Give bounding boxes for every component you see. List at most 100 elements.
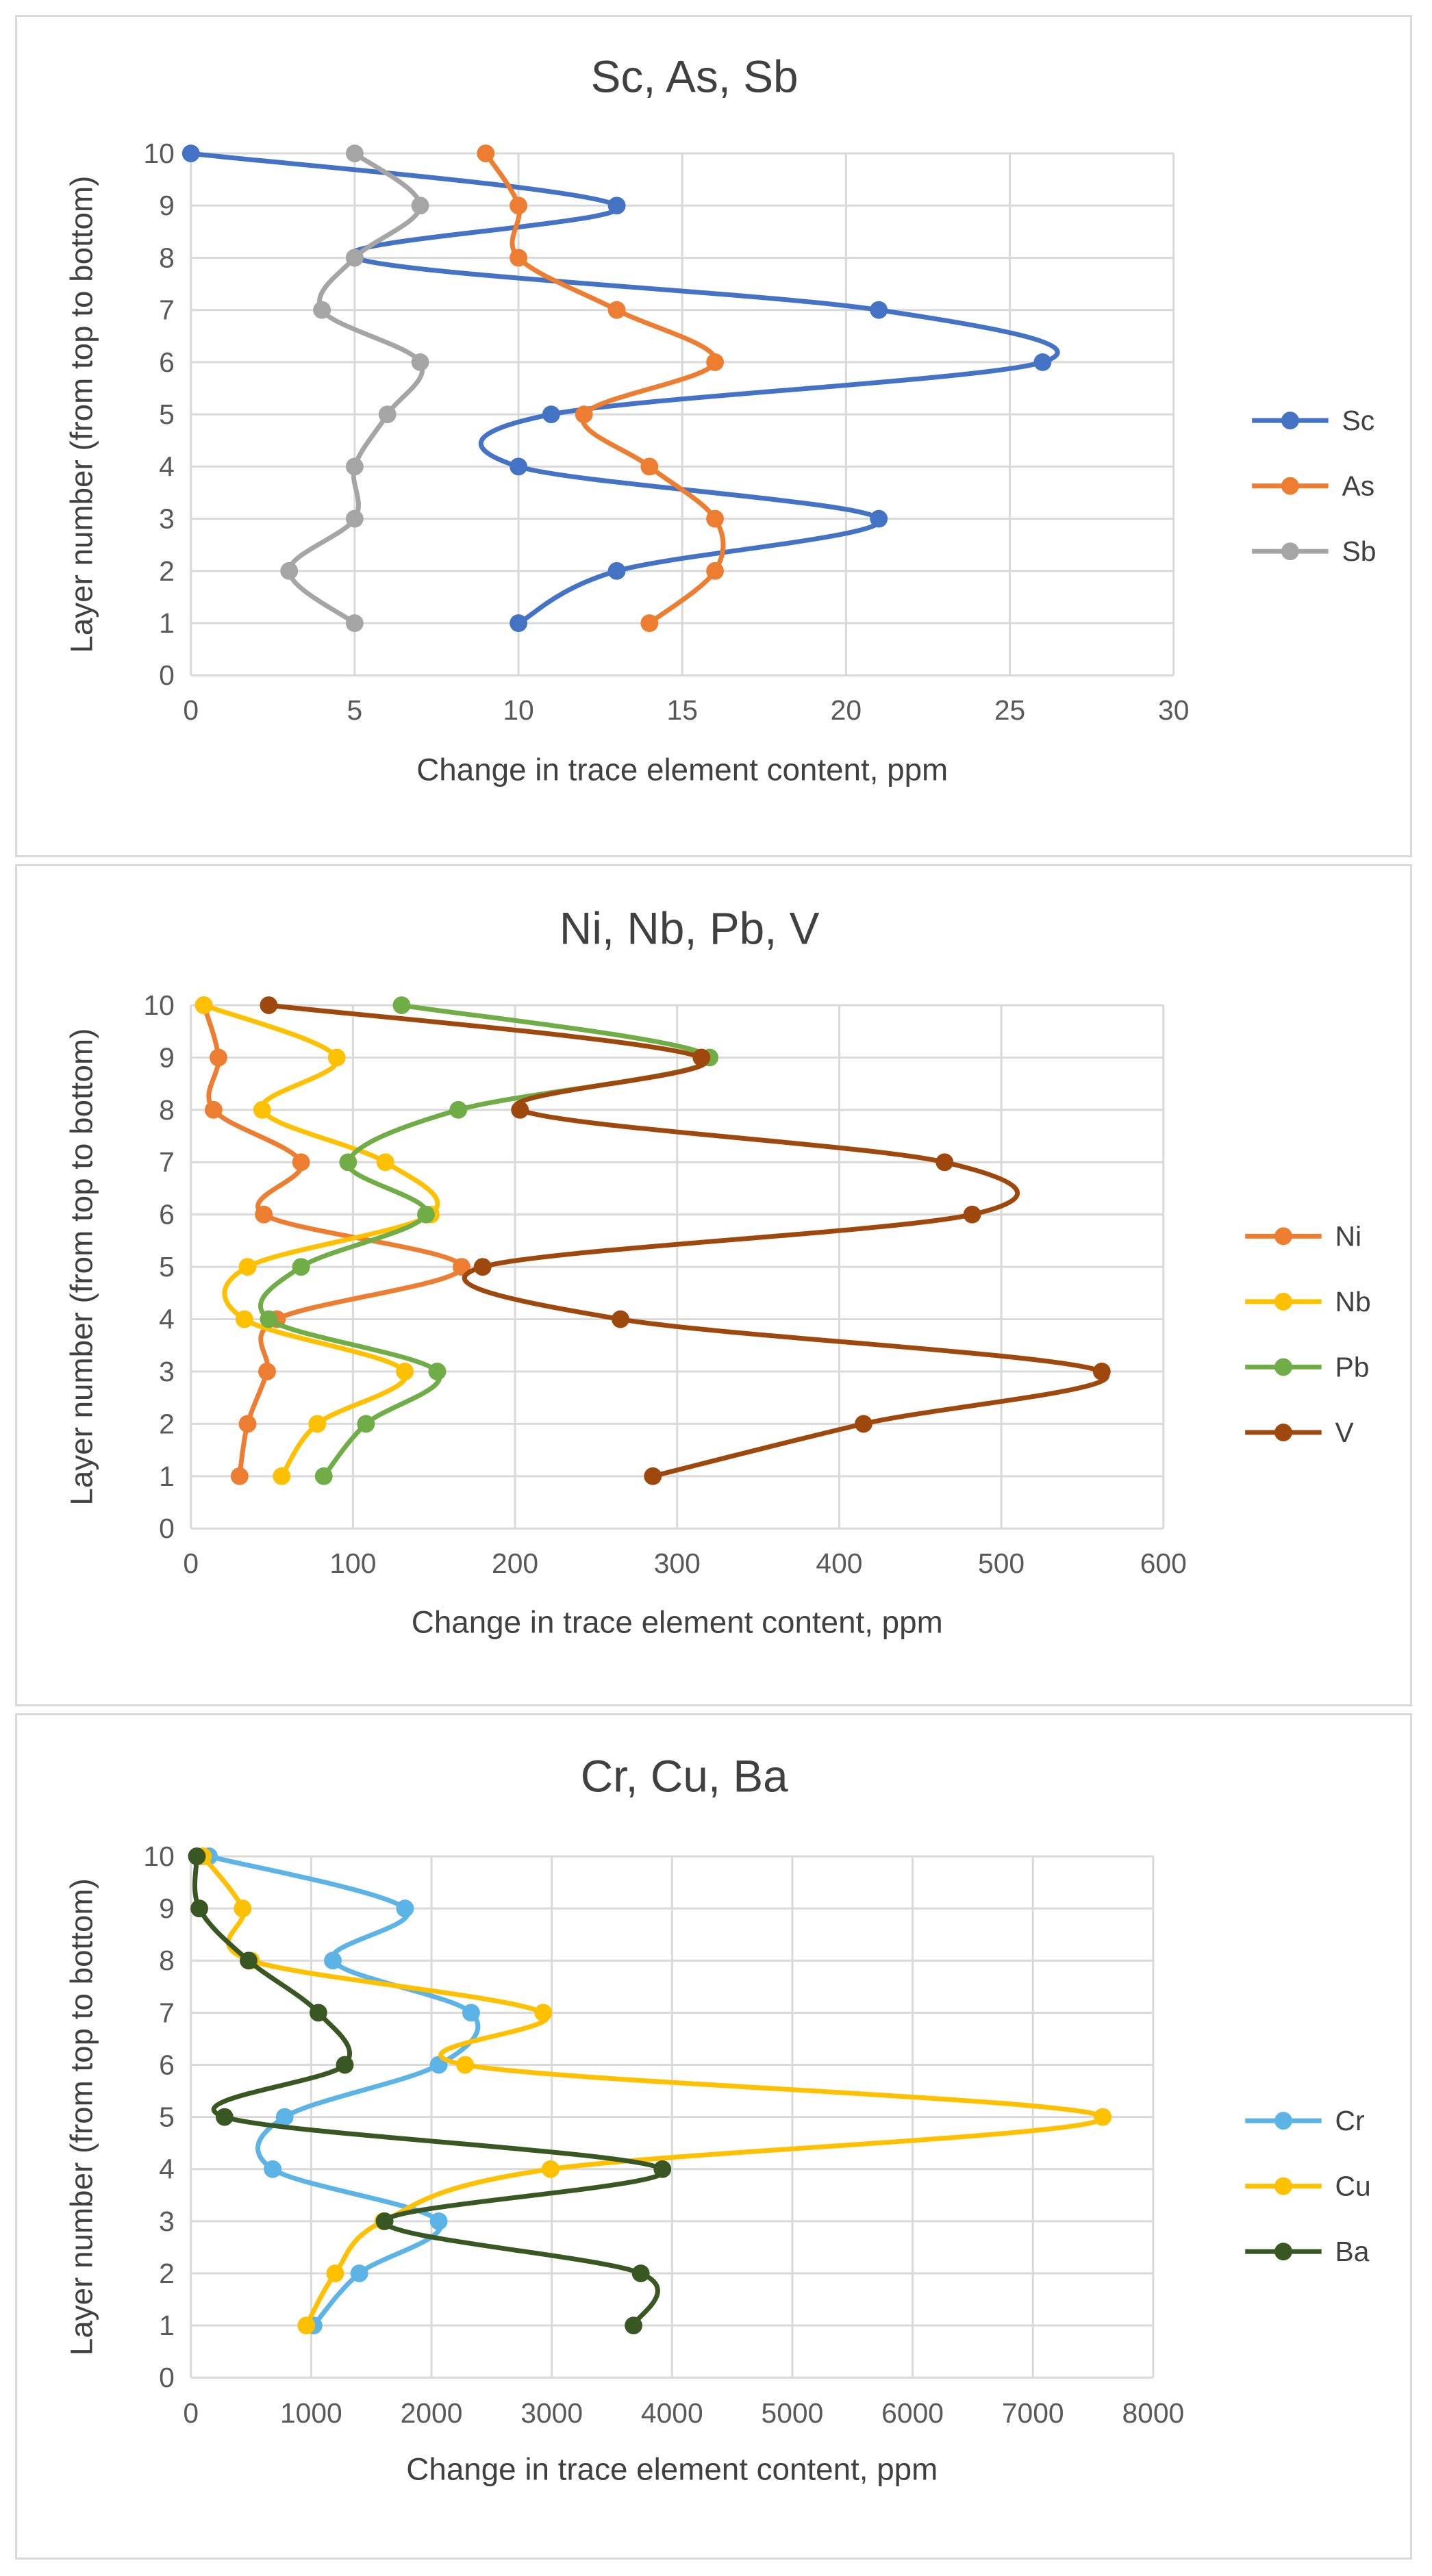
data-point xyxy=(339,1153,357,1172)
legend-label: Pb xyxy=(1335,1351,1370,1382)
x-tick-label: 5 xyxy=(347,694,363,726)
y-tick-label: 4 xyxy=(159,451,175,482)
data-point xyxy=(235,1310,253,1328)
data-point xyxy=(230,1467,249,1485)
data-point xyxy=(188,1847,206,1865)
legend-swatch-marker xyxy=(1274,2243,1292,2261)
data-point xyxy=(449,1100,468,1119)
data-point xyxy=(308,1415,327,1433)
series-cr xyxy=(200,1847,481,2335)
y-tick-label: 9 xyxy=(159,1041,175,1073)
series-line xyxy=(483,151,726,626)
data-point xyxy=(392,996,411,1014)
series-line xyxy=(201,1002,440,1479)
x-tick-label: 600 xyxy=(1140,1548,1187,1579)
y-tick-label: 10 xyxy=(143,138,174,169)
x-axis-title: Change in trace element content, ppm xyxy=(412,1605,943,1640)
data-point xyxy=(417,1205,435,1224)
data-point xyxy=(935,1153,954,1172)
y-tick-label: 7 xyxy=(159,1146,175,1178)
y-tick-label: 10 xyxy=(143,989,174,1021)
gridlines xyxy=(190,1004,1165,1530)
data-point xyxy=(345,614,364,632)
data-point xyxy=(345,144,364,162)
legend-item-as: As xyxy=(1252,470,1374,502)
data-point xyxy=(1094,2108,1112,2126)
x-tick-label: 6000 xyxy=(881,2397,944,2429)
x-tick-label: 0 xyxy=(183,2397,199,2429)
data-point xyxy=(511,1100,529,1119)
series-line xyxy=(206,1854,481,2328)
data-point xyxy=(854,1415,872,1433)
legend-item-nb: Nb xyxy=(1245,1286,1371,1317)
data-point xyxy=(260,996,278,1014)
data-point xyxy=(181,144,200,162)
y-tick-label: 5 xyxy=(159,399,175,430)
data-point xyxy=(190,1899,208,1918)
data-point xyxy=(292,1258,310,1276)
legend-item-pb: Pb xyxy=(1245,1351,1369,1382)
x-tick-label: 0 xyxy=(183,694,199,726)
chart-svg: Sc, As, Sb 0 1 2 3 4 5 6 7 8 9 10 0 5 10 15 20 25 30 Change… xyxy=(64,51,1376,787)
data-point xyxy=(396,1899,414,1918)
y-tick-label: 9 xyxy=(159,1893,175,1924)
y-tick-label: 3 xyxy=(159,1356,175,1387)
series-line xyxy=(192,1854,667,2328)
legend-item-cu: Cu xyxy=(1245,2171,1371,2202)
legend-label: V xyxy=(1335,1417,1355,1448)
x-tick-label: 0 xyxy=(183,1548,199,1579)
y-tick-label: 1 xyxy=(159,1461,175,1492)
y-tick-label: 3 xyxy=(159,2206,175,2237)
data-point xyxy=(963,1205,981,1224)
data-point xyxy=(375,2212,394,2230)
y-tick-label: 6 xyxy=(159,346,175,378)
data-point xyxy=(350,2264,368,2282)
series-line xyxy=(286,151,425,626)
data-point xyxy=(1092,1363,1111,1380)
legend-label: Sb xyxy=(1342,535,1377,567)
x-tick-label: 2000 xyxy=(401,2397,463,2429)
data-point xyxy=(204,1100,223,1119)
legend-item-sb: Sb xyxy=(1252,535,1376,567)
data-point xyxy=(625,2316,643,2335)
data-point xyxy=(870,301,888,319)
y-tick-label: 5 xyxy=(159,1251,175,1283)
y-tick-label: 1 xyxy=(159,607,175,639)
data-point xyxy=(411,197,429,215)
data-point xyxy=(706,509,725,528)
legend-swatch-marker xyxy=(1274,1358,1292,1376)
x-tick-label: 7000 xyxy=(1002,2397,1064,2429)
data-point xyxy=(309,2004,327,2022)
x-tick-label: 4000 xyxy=(641,2397,703,2429)
data-point xyxy=(607,197,626,215)
legend-label: As xyxy=(1342,470,1375,502)
data-point xyxy=(345,509,364,528)
chart-panel-ni-nb-pb-v: Ni, Nb, Pb, V 0 1 2 3 4 5 6 7 8 9 10 0 100 200 300 400 50… xyxy=(15,864,1412,1706)
x-tick-label: 25 xyxy=(994,694,1025,726)
y-tick-label: 8 xyxy=(159,242,175,273)
gridlines xyxy=(190,152,1175,677)
x-tick-label: 200 xyxy=(492,1548,538,1579)
y-tick-label: 0 xyxy=(159,2362,175,2393)
data-point xyxy=(462,2004,480,2022)
data-point xyxy=(640,457,659,476)
y-axis-title: Layer number (from top to bottom) xyxy=(64,1028,99,1506)
data-point xyxy=(644,1467,662,1485)
y-tick-label: 2 xyxy=(159,2258,175,2289)
legend-item-sc: Sc xyxy=(1252,405,1374,436)
x-tick-label: 30 xyxy=(1158,694,1189,726)
data-point xyxy=(640,614,659,632)
legend-item-ni: Ni xyxy=(1245,1220,1361,1252)
series-sb xyxy=(280,144,429,632)
x-tick-label: 15 xyxy=(667,694,698,726)
legend-label: Cr xyxy=(1335,2105,1365,2136)
data-point xyxy=(327,1048,346,1067)
data-point xyxy=(314,1467,333,1485)
data-point xyxy=(280,561,299,580)
series-line xyxy=(266,1002,1110,1479)
x-tick-label: 300 xyxy=(654,1548,701,1579)
data-point xyxy=(238,1415,257,1433)
y-tick-label: 2 xyxy=(159,1408,175,1439)
data-point xyxy=(210,1048,227,1067)
data-point xyxy=(575,405,593,424)
